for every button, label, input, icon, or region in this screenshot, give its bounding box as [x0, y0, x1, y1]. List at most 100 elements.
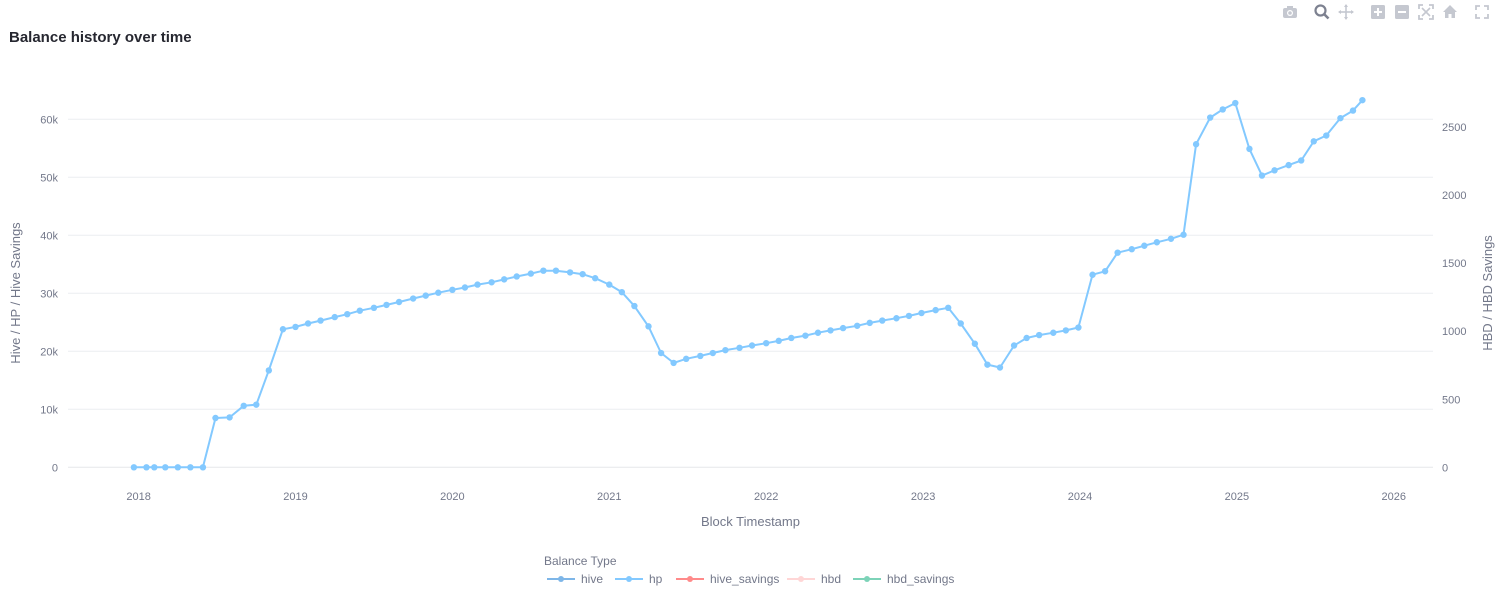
data-point-hp	[449, 286, 456, 294]
home-icon[interactable]	[1440, 2, 1460, 22]
data-point-hp	[540, 267, 547, 274]
x-tick-label: 2023	[911, 491, 935, 503]
data-point-hp	[344, 310, 351, 318]
data-point-hp	[682, 355, 690, 363]
y2-tick-label: 2500	[1442, 122, 1466, 134]
data-point-hp	[130, 464, 138, 471]
data-point-hp	[1337, 114, 1344, 122]
data-point-hp	[212, 414, 219, 422]
data-point-hp	[657, 349, 665, 357]
data-point-hp	[579, 270, 586, 278]
data-point-hp	[1219, 106, 1226, 113]
y2-tick-label: 1000	[1442, 326, 1466, 338]
gridlines	[68, 118, 1433, 468]
y-tick-label: 30k	[40, 288, 58, 300]
data-point-hp	[1062, 327, 1070, 334]
y-axis-title: Hive / HP / Hive Savings	[8, 222, 23, 364]
data-point-hp	[932, 306, 939, 314]
zoom-in-icon[interactable]	[1368, 2, 1388, 22]
legend-label-hbd: hbd	[821, 572, 841, 586]
data-point-hp	[435, 289, 442, 296]
data-point-hp	[722, 346, 729, 354]
data-point-hp	[802, 332, 809, 339]
y-tick-label: 50k	[40, 172, 58, 184]
data-point-hp	[1050, 329, 1057, 336]
fullscreen-icon[interactable]	[1472, 2, 1492, 22]
data-point-hp	[500, 276, 508, 283]
y-tick-label: 20k	[40, 346, 58, 358]
data-point-hp	[395, 298, 403, 306]
legend-marker-hbd_savings	[864, 576, 870, 582]
data-point-hp	[1035, 331, 1043, 339]
data-point-hp	[853, 322, 861, 329]
data-point-hp	[839, 324, 847, 332]
data-point-hp	[513, 273, 520, 280]
data-point-hp	[1167, 235, 1175, 242]
legend-label-hp: hp	[649, 572, 663, 586]
zoom-icon[interactable]	[1312, 2, 1332, 22]
data-point-hp	[1010, 342, 1018, 349]
data-point-hp	[370, 304, 378, 311]
data-point-hp	[199, 464, 207, 471]
data-point-hp	[957, 320, 964, 327]
data-point-hp	[162, 464, 169, 471]
legend-label-hive: hive	[581, 572, 603, 586]
zoom-out-icon[interactable]	[1392, 2, 1412, 22]
data-point-hp	[383, 301, 390, 309]
x-axis-title: Block Timestamp	[701, 514, 800, 529]
legend-title: Balance Type	[544, 554, 617, 568]
x-tick-label: 2025	[1225, 491, 1249, 503]
y2-tick-label: 500	[1442, 394, 1460, 406]
data-point-hp	[697, 352, 704, 360]
data-point-hp	[996, 364, 1004, 371]
data-point-hp	[331, 313, 338, 321]
x-tick-label: 2019	[283, 491, 307, 503]
axes: 0 10k 20k 30k 40k 50k 60k 0 500 1000 1500 2000 2500 2…	[8, 114, 1495, 529]
y-tick-label: 60k	[40, 114, 58, 126]
pan-icon[interactable]	[1336, 2, 1356, 22]
data-point-hp	[1101, 268, 1109, 275]
data-point-hp	[606, 281, 613, 288]
data-point-hp	[527, 270, 535, 277]
data-point-hp	[461, 284, 469, 291]
data-point-hp	[618, 288, 626, 296]
legend-marker-hive_savings	[687, 576, 693, 582]
y2-tick-label: 2000	[1442, 190, 1466, 202]
data-point-hp	[174, 464, 182, 471]
data-point-hp	[905, 312, 913, 320]
camera-icon[interactable]	[1280, 2, 1300, 22]
data-point-hp	[762, 339, 770, 347]
data-point-hp	[187, 464, 194, 471]
data-point-hp	[709, 349, 717, 357]
data-point-hp	[645, 323, 652, 330]
y-tick-label: 40k	[40, 230, 58, 242]
data-point-hp	[356, 307, 364, 314]
data-point-hp	[1141, 242, 1148, 249]
data-point-hp	[1310, 138, 1317, 145]
x-tick-label: 2022	[754, 491, 778, 503]
legend-marker-hive	[558, 576, 564, 582]
data-point-hp	[1232, 99, 1239, 107]
data-point-hp	[279, 326, 287, 333]
x-tick-label: 2024	[1068, 491, 1092, 503]
data-point-hp	[1323, 132, 1330, 139]
data-point-hp	[670, 359, 677, 367]
data-point-hp	[631, 302, 638, 310]
y2-axis-title: HBD / HBD Savings	[1480, 235, 1495, 351]
data-point-hp	[736, 344, 743, 352]
y-tick-label: 10k	[40, 404, 58, 416]
data-point-hp	[879, 317, 886, 324]
data-point-hp	[591, 275, 599, 282]
y2-tick-label: 0	[1442, 462, 1448, 474]
legend-marker-hp	[626, 576, 632, 582]
data-point-hp	[1075, 324, 1082, 331]
data-point-hp	[1298, 157, 1305, 164]
data-point-hp	[971, 340, 979, 347]
autoscale-icon[interactable]	[1416, 2, 1436, 22]
data-point-hp	[1359, 96, 1366, 104]
legend: Balance Type hive hp hive_savings hbd hbd_sav…	[544, 554, 954, 586]
data-point-hp	[1180, 231, 1187, 238]
modebar	[1274, 2, 1504, 22]
legend-label-hbd_savings: hbd_savings	[887, 572, 954, 586]
